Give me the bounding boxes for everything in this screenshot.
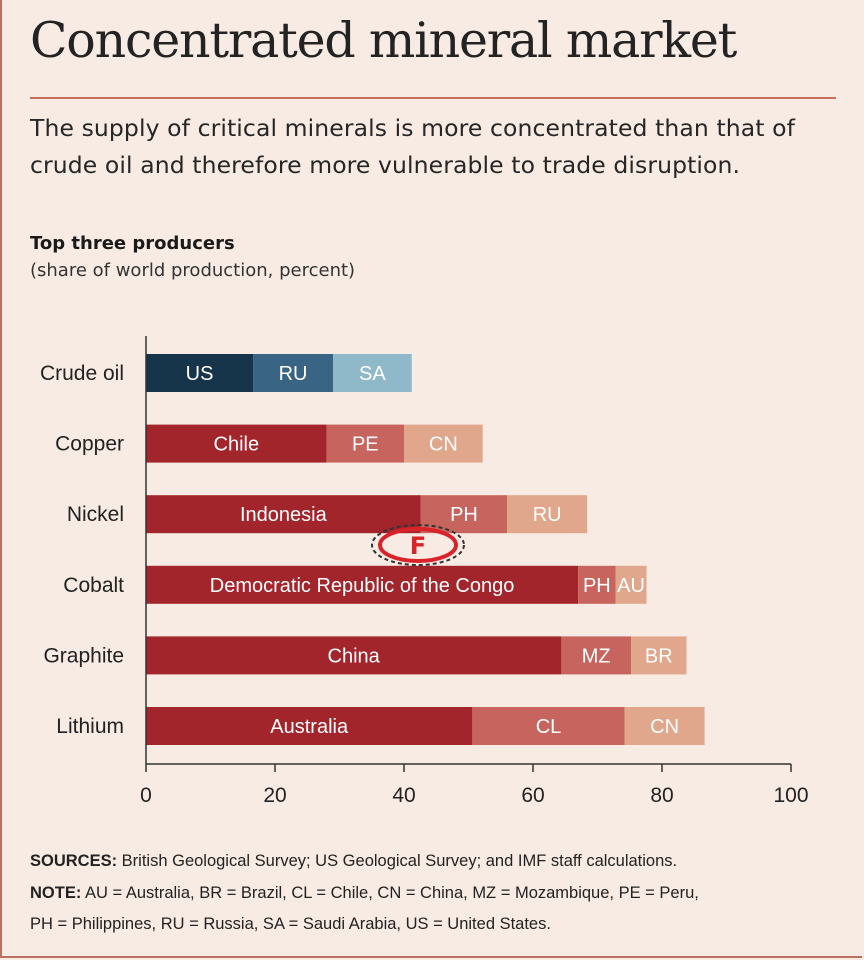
segment-label: BR — [645, 645, 673, 667]
segment-label: CN — [429, 434, 458, 456]
segment-label: Democratic Republic of the Congo — [210, 575, 515, 597]
segment-label: Indonesia — [240, 504, 328, 526]
note-text-2: PH = Philippines, RU = Russia, SA = Saud… — [30, 915, 551, 933]
segment-label: MZ — [582, 645, 611, 667]
category-label: Graphite — [43, 644, 124, 667]
segment-label: PH — [583, 575, 611, 597]
segment-label: Australia — [270, 716, 349, 738]
note-label: NOTE: — [30, 884, 81, 902]
category-label: Cobalt — [63, 574, 124, 597]
x-tick-label: 80 — [650, 784, 673, 807]
x-tick-label: 20 — [263, 784, 286, 807]
category-label: Lithium — [56, 715, 124, 738]
segment-label: PE — [352, 434, 379, 456]
x-tick-label: 100 — [773, 784, 808, 807]
segment-label: AU — [617, 575, 645, 597]
segment-label: US — [186, 363, 214, 385]
abbreviations-note-continued: PH = Philippines, RU = Russia, SA = Saud… — [30, 915, 830, 934]
note-text: AU = Australia, BR = Brazil, CL = Chile,… — [81, 884, 699, 902]
chart-title: Top three producers — [30, 233, 235, 254]
segment-label: Chile — [214, 434, 260, 456]
category-label: Copper — [55, 433, 124, 456]
x-tick-label: 40 — [392, 784, 415, 807]
category-label: Crude oil — [40, 362, 124, 385]
stacked-bar-chart: Crude oil US RU SA Copper Chile PE CN Nickel Indo… — [0, 320, 864, 820]
page-subtitle: The supply of critical minerals is more … — [30, 110, 845, 184]
segment-label: RU — [279, 363, 308, 385]
title-rule — [30, 97, 836, 99]
segment-label: CL — [536, 716, 562, 738]
abbreviations-note: NOTE: AU = Australia, BR = Brazil, CL = … — [30, 884, 830, 903]
sources-note: SOURCES: British Geological Survey; US G… — [30, 852, 830, 871]
sources-label: SOURCES: — [30, 852, 117, 870]
segment-label: SA — [359, 363, 386, 385]
watermark-logo-icon: F — [368, 520, 468, 570]
category-label: Nickel — [67, 503, 124, 526]
chart-subtitle: (share of world production, percent) — [30, 260, 355, 281]
segment-label: China — [328, 645, 381, 667]
x-tick-label: 60 — [521, 784, 544, 807]
page-title: Concentrated mineral market — [30, 12, 736, 69]
segment-label: CN — [650, 716, 679, 738]
watermark-letter: F — [410, 532, 426, 560]
x-tick-label: 0 — [140, 784, 152, 807]
segment-label: RU — [533, 504, 562, 526]
sources-text: British Geological Survey; US Geological… — [117, 852, 677, 870]
